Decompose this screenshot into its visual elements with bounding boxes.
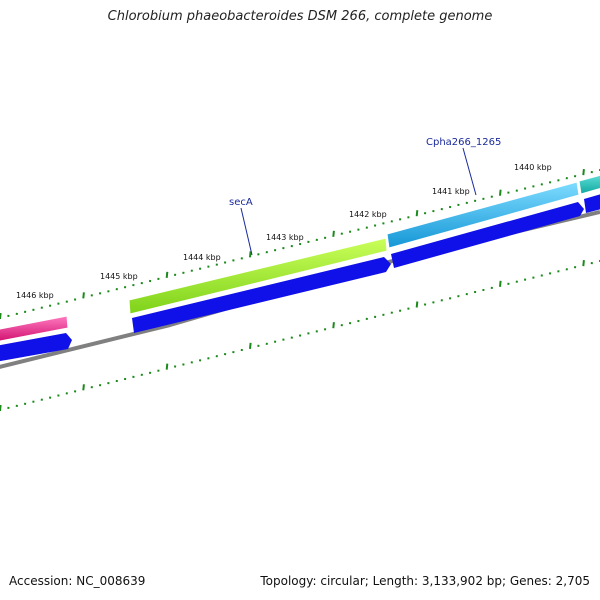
- outer-ruler-tick: [415, 210, 419, 217]
- inner-ruler-tick: [499, 280, 502, 287]
- outer-ruler-tick: [499, 189, 502, 196]
- kbp-label-1442: 1442 kbp: [349, 210, 387, 219]
- inner-ruler-tick: [415, 301, 419, 308]
- outer-ruler-tick: [332, 230, 335, 237]
- cds-arrow-3[interactable]: [391, 202, 584, 268]
- cds-arrow-2[interactable]: [132, 257, 391, 333]
- kbp-label-1444: 1444 kbp: [183, 253, 221, 262]
- gene-feature-cpha266-1265[interactable]: [386, 181, 580, 249]
- inner-ruler-tick: [582, 260, 585, 267]
- kbp-label-1445: 1445 kbp: [100, 272, 138, 281]
- outer-ruler-tick: [582, 169, 585, 176]
- inner-ruler-tick: [249, 342, 252, 349]
- accession-text: Accession: NC_008639: [9, 574, 146, 588]
- map-title: Chlorobium phaeobacteroides DSM 266, com…: [107, 9, 493, 24]
- cds-arrow-4[interactable]: [584, 193, 600, 213]
- outer-ruler-ticks: [0, 168, 600, 320]
- gene-label-seca[interactable]: secA: [229, 197, 253, 208]
- outer-ruler-tick: [82, 292, 85, 299]
- kbp-label-1446: 1446 kbp: [16, 291, 54, 300]
- kbp-label-1443: 1443 kbp: [266, 233, 304, 242]
- inner-ruler-ticks: [0, 259, 600, 412]
- seca-leader-line: [240, 207, 253, 256]
- gene-feature-seca[interactable]: [128, 237, 388, 315]
- outer-ruler-tick: [0, 312, 2, 320]
- inner-ruler-tick: [0, 404, 2, 412]
- gene-label-cpha266-1265[interactable]: Cpha266_1265: [426, 137, 501, 148]
- inner-ruler-tick: [165, 363, 169, 370]
- cpha266-1265-leader-line: [462, 147, 477, 196]
- gene-feature-teal[interactable]: [578, 174, 600, 195]
- outer-ruler-tick: [165, 271, 169, 278]
- inner-ruler-tick: [332, 322, 335, 329]
- cds-arrow-1[interactable]: [0, 333, 72, 362]
- outer-ruler-tick: [249, 251, 252, 258]
- gene-feature-pink[interactable]: [0, 315, 69, 342]
- inner-ruler-tick: [82, 384, 85, 391]
- kbp-label-1441: 1441 kbp: [432, 187, 470, 196]
- topology-summary-text: Topology: circular; Length: 3,133,902 bp…: [260, 574, 590, 588]
- kbp-label-1440: 1440 kbp: [514, 163, 552, 172]
